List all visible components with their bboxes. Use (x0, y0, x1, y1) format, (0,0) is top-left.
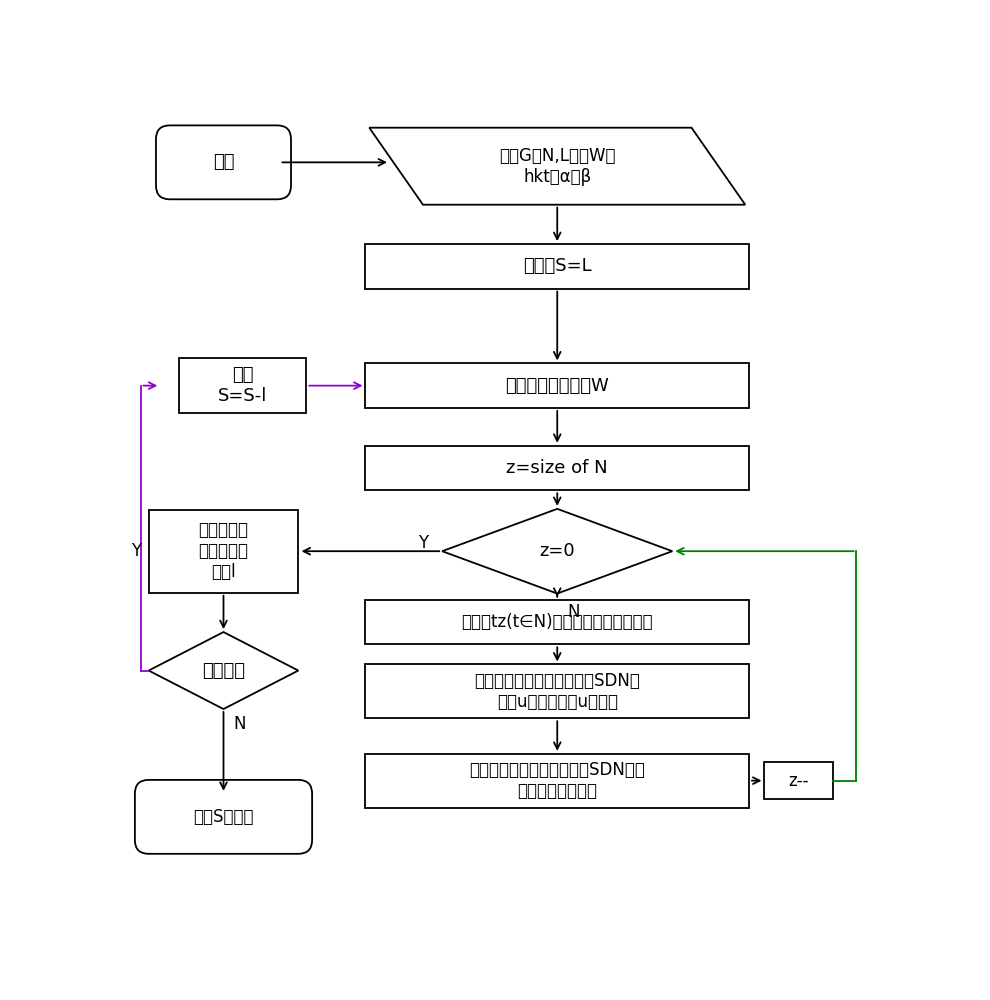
Bar (764, 762, 834, 799)
Text: 更新
S=S-l: 更新 S=S-l (218, 366, 267, 405)
FancyBboxPatch shape (156, 125, 291, 199)
Text: N: N (234, 715, 246, 733)
Text: Y: Y (418, 534, 428, 552)
Text: z--: z-- (789, 772, 809, 790)
Polygon shape (148, 632, 298, 709)
Text: 优化网络链路权重W: 优化网络链路权重W (505, 377, 609, 395)
Text: 开始: 开始 (213, 153, 235, 171)
Text: 发现最短路径树上的第一个SDN交
换机u，计算注入u的流量: 发现最短路径树上的第一个SDN交 换机u，计算注入u的流量 (474, 672, 641, 711)
Text: N: N (567, 603, 580, 621)
Bar (365, 600, 749, 644)
Bar (365, 363, 749, 408)
Bar (365, 754, 749, 808)
Polygon shape (443, 509, 672, 594)
Text: 初始化S=L: 初始化S=L (523, 257, 592, 275)
Text: Y: Y (132, 542, 142, 560)
Text: 返回S，结束: 返回S，结束 (193, 808, 253, 826)
Text: z=size of N: z=size of N (507, 459, 608, 477)
Bar (365, 664, 749, 718)
Text: 输入G（N,L）、W、
hkt、α、β: 输入G（N,L）、W、 hkt、α、β (499, 147, 616, 186)
Bar (365, 244, 749, 289)
Bar (148, 510, 298, 593)
Bar (365, 446, 749, 490)
Polygon shape (369, 128, 745, 205)
Bar (179, 358, 306, 413)
FancyBboxPatch shape (135, 780, 312, 854)
Text: 根据流量分配算法，对注入SDN交换
机的流量进行分配: 根据流量分配算法，对注入SDN交换 机的流量进行分配 (469, 761, 645, 800)
Text: 计算以tz(t∈N)为目的地的最短路径树: 计算以tz(t∈N)为目的地的最短路径树 (461, 613, 653, 631)
Text: z=0: z=0 (540, 542, 575, 560)
Text: 关闭成功: 关闭成功 (202, 662, 245, 680)
Text: 关闭容量利
用率最小的
链路l: 关闭容量利 用率最小的 链路l (198, 521, 248, 581)
